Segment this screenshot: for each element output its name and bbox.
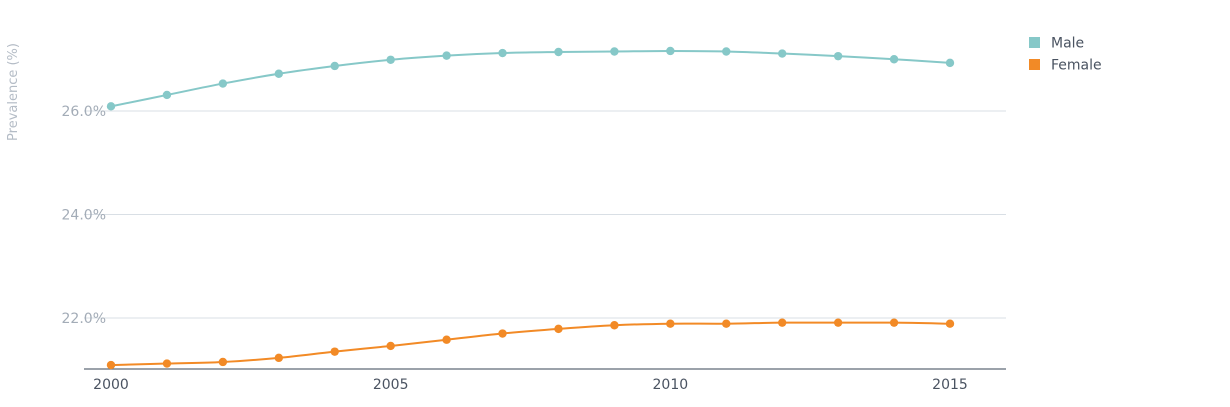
x-tick-label: 2015 [932, 377, 968, 393]
series-line-male [110, 49, 951, 108]
legend-swatch [1029, 59, 1040, 70]
x-tick-label: 2005 [373, 377, 409, 393]
legend-item-male[interactable]: Male [1029, 36, 1084, 52]
legend-swatch [1029, 37, 1040, 48]
data-point-female[interactable] [386, 341, 395, 351]
data-point-male[interactable] [498, 48, 507, 58]
data-point-male[interactable] [274, 69, 283, 78]
series-female [106, 318, 955, 370]
data-point-female[interactable] [274, 353, 283, 363]
y-tick-label: 26.0% [62, 104, 106, 120]
data-point-male[interactable] [554, 47, 563, 57]
data-point-female[interactable] [498, 329, 507, 338]
legend-item-female[interactable]: Female [1029, 58, 1102, 74]
data-point-female[interactable] [778, 318, 787, 327]
data-point-male[interactable] [330, 61, 339, 71]
data-point-female[interactable] [945, 319, 955, 328]
tick-layer: 22.0% 24.0% 26.0% 2000 2005 2010 2015 [62, 104, 968, 393]
series-layer [106, 46, 955, 370]
data-point-male[interactable] [610, 47, 619, 56]
y-tick-label: 22.0% [62, 311, 106, 327]
data-point-female[interactable] [610, 321, 619, 330]
series-line-female [110, 321, 951, 367]
data-point-female[interactable] [889, 318, 899, 327]
legend-label: Male [1051, 36, 1084, 52]
data-point-female[interactable] [722, 319, 731, 328]
data-point-male[interactable] [162, 90, 172, 100]
x-tick-label: 2010 [653, 377, 689, 393]
legend-label: Female [1051, 58, 1102, 74]
data-point-male[interactable] [666, 46, 675, 56]
data-point-male[interactable] [386, 55, 395, 64]
data-point-female[interactable] [833, 318, 843, 327]
data-point-male[interactable] [442, 51, 451, 60]
legend: Male Female [1029, 36, 1102, 74]
data-point-female[interactable] [218, 357, 228, 367]
data-point-male[interactable] [889, 55, 899, 64]
data-point-female[interactable] [162, 359, 172, 368]
data-point-female[interactable] [554, 324, 563, 334]
data-point-male[interactable] [722, 47, 731, 56]
data-point-female[interactable] [666, 319, 675, 328]
data-point-female[interactable] [106, 360, 116, 370]
data-point-male[interactable] [778, 49, 787, 58]
data-point-female[interactable] [330, 347, 339, 356]
axis-layer: Prevalence (%) [6, 43, 1006, 370]
grid-layer [84, 110, 1006, 319]
data-point-male[interactable] [106, 102, 116, 111]
data-point-female[interactable] [442, 335, 451, 344]
x-tick-label: 2000 [93, 377, 129, 393]
y-tick-label: 24.0% [62, 208, 106, 224]
data-point-male[interactable] [218, 79, 228, 88]
data-point-male[interactable] [945, 58, 955, 68]
data-point-male[interactable] [833, 51, 843, 61]
y-axis-title: Prevalence (%) [6, 43, 21, 141]
series-male [106, 46, 955, 111]
